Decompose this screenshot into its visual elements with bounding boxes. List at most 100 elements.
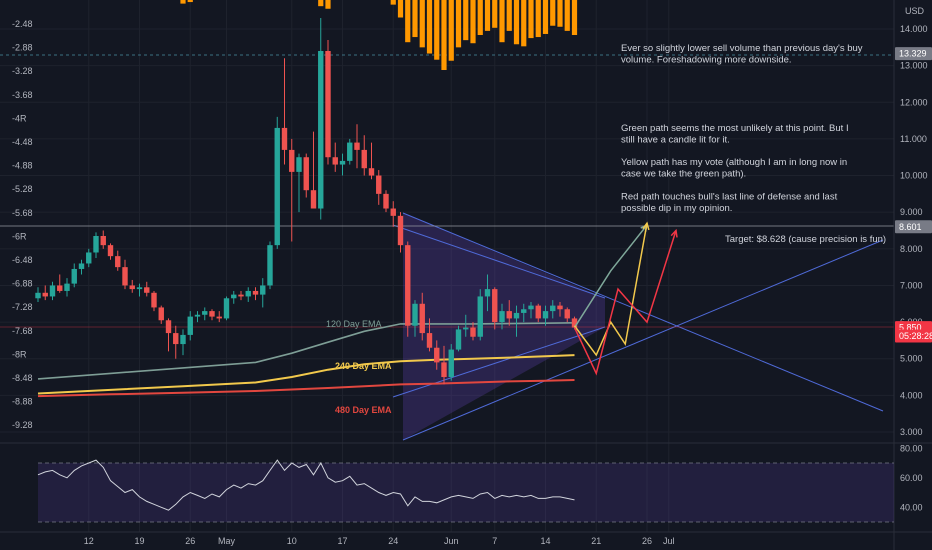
rsi-axis-tick: 60.00: [900, 473, 923, 483]
left-axis-tick: -2.88: [12, 43, 33, 53]
candle-body: [260, 285, 266, 295]
candle-body: [550, 305, 556, 312]
candle-body: [107, 245, 114, 257]
price-axis-tick: 11.000: [900, 134, 927, 144]
volume-bar: [390, 0, 396, 5]
rsi-axis-tick: 80.00: [900, 443, 923, 453]
candle-body: [397, 215, 404, 246]
candle-body: [434, 347, 440, 363]
volume-bar: [535, 0, 541, 38]
candle-body: [231, 294, 237, 299]
candle-body: [419, 303, 425, 334]
candle-body: [383, 193, 389, 209]
left-axis-tick: -5.28: [12, 184, 33, 194]
left-axis-tick: -6.48: [12, 255, 33, 265]
left-axis-tick: -4R: [12, 113, 27, 123]
time-axis-tick: 24: [388, 536, 398, 546]
projection-paths: [573, 221, 678, 376]
candle-body: [122, 267, 128, 286]
volume-bar: [397, 0, 404, 18]
candle-body: [325, 50, 331, 158]
left-axis-tick: -8.48: [12, 373, 33, 383]
time-axis-tick: 12: [84, 536, 94, 546]
price-axis-tick: 9.000: [900, 207, 923, 217]
volume-bar: [463, 0, 469, 41]
left-axis: -2.48 -2.88 -3.28 -3.68 -4R -4.48 -4.88 -5.28 -5…: [12, 19, 33, 430]
time-axis-tick: 10: [287, 536, 297, 546]
candle-body: [274, 127, 280, 246]
candle-body: [564, 309, 570, 319]
time-axis-tick: 19: [134, 536, 144, 546]
channel-upper-line[interactable]: [392, 224, 606, 299]
time-axis-tick: May: [218, 536, 236, 546]
candle-body: [455, 329, 462, 350]
candle-body: [49, 285, 56, 297]
candle-body: [303, 157, 309, 191]
candle-body: [528, 305, 534, 310]
left-axis-tick: -3.28: [12, 66, 33, 76]
candle-body: [339, 160, 346, 165]
volume-bar: [180, 0, 186, 4]
candle-body: [332, 157, 338, 165]
time-axis-tick: Jun: [444, 536, 459, 546]
candle-body: [318, 50, 324, 209]
candle-body: [368, 168, 375, 176]
candle-body: [412, 303, 418, 326]
projection-arrow: [642, 221, 650, 231]
candle-body: [35, 292, 41, 299]
ema-line: [37, 379, 575, 398]
volume-bar: [426, 0, 433, 54]
volume-bar: [499, 0, 505, 43]
paths-note-line: Red path touches bull's last line of def…: [621, 191, 838, 202]
volume-bar: [187, 0, 193, 3]
paths-note-line: Yellow path has my vote (although I am i…: [621, 157, 847, 168]
volume-bar: [405, 0, 411, 43]
time-axis-tick: Jul: [663, 536, 675, 546]
ema480-label: 480 Day EMA: [335, 405, 392, 415]
volume-note-line: volume. Foreshadowing more downside.: [621, 55, 792, 66]
candles: [35, 18, 578, 385]
price-tag-label: 5.850: [899, 323, 922, 333]
candle-body: [310, 190, 317, 209]
volume-bar: [412, 0, 418, 38]
left-axis-tick: -9.28: [12, 420, 33, 430]
candle-body: [405, 245, 411, 326]
paths-note-line: possible dip in my opinion.: [621, 203, 732, 214]
price-tag-label: 8.601: [899, 222, 922, 232]
candle-body: [347, 142, 353, 161]
triangle-upper-line[interactable]: [402, 212, 884, 412]
price-axis-tick: 3.000: [900, 427, 923, 437]
candle-body: [571, 318, 578, 328]
time-axis-tick: 26: [185, 536, 195, 546]
projection-path: [573, 230, 677, 376]
candle-body: [376, 175, 382, 194]
price-tag-box: [895, 329, 932, 343]
price-tag-box: [895, 220, 932, 234]
volume-note-line: Ever so slightly lower sell volume than …: [621, 43, 863, 54]
candle-body: [267, 245, 273, 286]
candle-body: [354, 142, 360, 150]
volume-bar: [521, 0, 527, 47]
candle-body: [86, 252, 92, 264]
candle-body: [194, 314, 201, 317]
volume-bar: [550, 0, 556, 26]
candle-body: [281, 127, 288, 150]
rsi-polyline: [37, 459, 575, 511]
candle-body: [448, 349, 454, 378]
left-axis-tick: -7.68: [12, 326, 33, 336]
volume-bar: [571, 0, 578, 35]
rsi-axis-tick: 40.00: [900, 502, 923, 512]
candle-body: [513, 312, 520, 319]
candle-body: [542, 311, 549, 319]
ema240-label: 240 Day EMA: [335, 361, 392, 371]
candle-body: [506, 311, 512, 319]
ema120-label: 120 Day EMA: [326, 319, 382, 329]
time-axis[interactable]: 12 19 26 May 10 17 24 Jun 7 14 21 26 Jul: [84, 536, 675, 546]
left-axis-tick: -8R: [12, 349, 27, 359]
channel-lower-line[interactable]: [392, 326, 606, 398]
paths-note-line: Green path seems the most unlikely at th…: [621, 123, 849, 134]
volume-bar: [513, 0, 520, 45]
triangle-lower-line[interactable]: [402, 239, 884, 441]
